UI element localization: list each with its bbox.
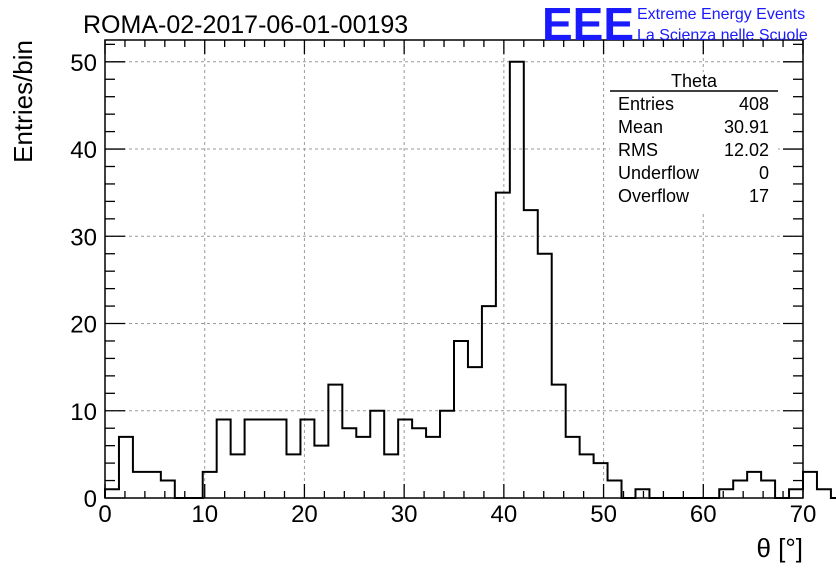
stats-label: Entries	[618, 94, 674, 114]
plot-frame	[104, 39, 804, 499]
histogram-outline	[104, 60, 836, 499]
stats-box: Theta Entries 408 Mean 30.91 RMS 12.02 U…	[610, 71, 778, 212]
axes	[104, 39, 804, 499]
stats-value: 408	[739, 94, 769, 114]
logo-line-2: La Scienza nelle Scuole	[637, 27, 808, 44]
logo-line-1: Extreme Energy Events	[637, 6, 805, 23]
x-tick-label: 30	[391, 501, 418, 528]
stats-value: 0	[759, 163, 769, 183]
y-tick-label: 0	[84, 486, 97, 513]
y-tick-label: 20	[70, 312, 97, 339]
x-tick-label: 10	[191, 501, 218, 528]
stats-value: 30.91	[724, 117, 769, 137]
stats-value: 12.02	[724, 140, 769, 160]
y-axis-label: Entries/bin	[8, 40, 38, 163]
x-tick-label: 50	[590, 501, 617, 528]
x-axis-label: θ [°]	[756, 533, 803, 563]
y-tick-label: 30	[70, 224, 97, 251]
stats-label: Mean	[618, 117, 663, 137]
y-tick-label: 10	[70, 399, 97, 426]
stats-value: 17	[749, 186, 769, 206]
y-tick-label: 40	[70, 137, 97, 164]
y-tick-label: 50	[70, 50, 97, 77]
stats-label: RMS	[618, 140, 658, 160]
x-tick-label: 70	[790, 501, 817, 528]
stats-label: Overflow	[618, 186, 690, 206]
x-tick-label: 40	[491, 501, 518, 528]
x-tick-label: 20	[291, 501, 318, 528]
tick-labels: 0 10 20 30 40 50 60 70 0 10 20 30 40 50	[70, 50, 816, 528]
stats-label: Underflow	[618, 163, 700, 183]
x-tick-label: 60	[690, 501, 717, 528]
chart-title: ROMA-02-2017-06-01-00193	[83, 11, 408, 39]
eee-logo: EEE	[542, 0, 634, 50]
stats-title: Theta	[671, 71, 718, 91]
x-tick-label: 0	[98, 501, 111, 528]
